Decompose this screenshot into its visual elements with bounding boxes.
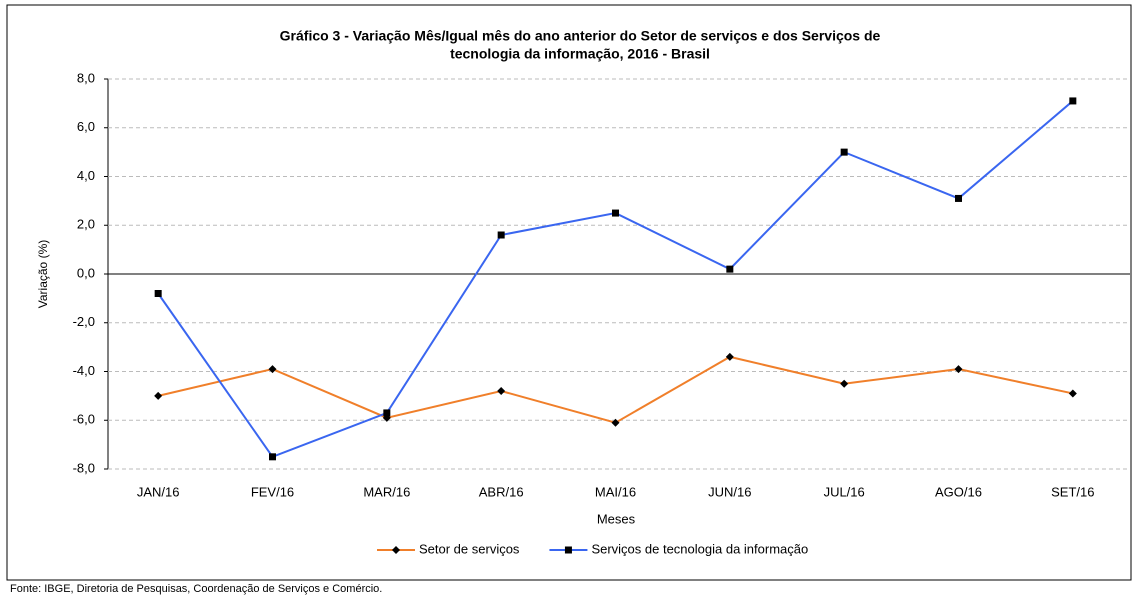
y-tick-label: 8,0 [77, 70, 95, 85]
marker [612, 209, 619, 217]
marker [840, 148, 848, 156]
y-axis-label: Variação (%) [36, 240, 50, 308]
x-tick-label: AGO/16 [935, 484, 982, 499]
marker [840, 379, 849, 388]
y-tick-label: 4,0 [77, 168, 95, 183]
marker [497, 387, 506, 395]
y-tick-label: -2,0 [73, 314, 95, 329]
y-tick-label: 6,0 [77, 119, 95, 134]
x-tick-label: FEV/16 [251, 484, 294, 499]
y-tick-label: -8,0 [73, 460, 95, 475]
y-tick-label: 0,0 [77, 265, 95, 280]
y-tick-label: -4,0 [73, 363, 95, 378]
y-tick-label: 2,0 [77, 217, 95, 232]
marker [497, 231, 505, 239]
marker [154, 391, 163, 400]
marker [954, 365, 963, 374]
marker [269, 453, 276, 461]
marker [383, 409, 391, 417]
x-tick-label: JUL/16 [824, 484, 865, 499]
x-tick-label: ABR/16 [479, 484, 524, 499]
legend-label: Serviços de tecnologia da informação [591, 541, 808, 556]
marker [268, 365, 277, 374]
series-line [157, 355, 1074, 424]
x-tick-label: MAI/16 [595, 484, 636, 499]
marker [1069, 97, 1077, 105]
marker [611, 418, 620, 427]
x-tick-label: SET/16 [1051, 484, 1094, 499]
marker [726, 265, 734, 273]
x-tick-label: JAN/16 [137, 484, 180, 499]
x-tick-label: MAR/16 [363, 484, 410, 499]
x-axis-label: Meses [597, 511, 636, 526]
marker [564, 546, 572, 554]
chart-title: tecnologia da informação, 2016 - Brasil [450, 46, 710, 62]
legend-label: Setor de serviços [419, 541, 520, 556]
marker [1068, 389, 1077, 398]
y-tick-label: -6,0 [73, 412, 95, 427]
source-note: Fonte: IBGE, Diretoria de Pesquisas, Coo… [10, 583, 382, 595]
marker [392, 546, 400, 554]
chart-title: Gráfico 3 - Variação Mês/Igual mês do an… [280, 28, 881, 44]
marker [154, 290, 162, 297]
marker [955, 194, 962, 202]
chart-border [6, 4, 1132, 581]
series-line [157, 100, 1074, 459]
marker [725, 352, 734, 361]
x-tick-label: JUN/16 [708, 484, 751, 499]
